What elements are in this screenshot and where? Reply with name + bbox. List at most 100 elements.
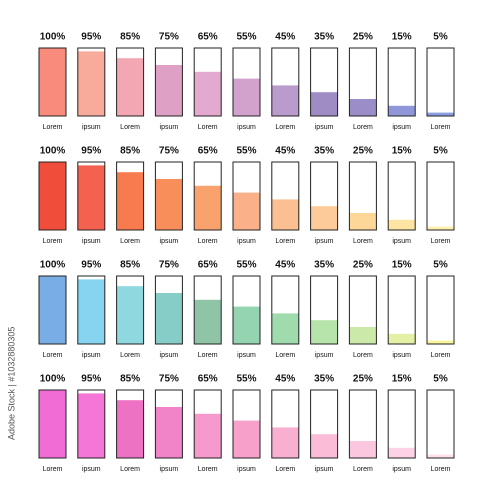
bar	[349, 327, 377, 344]
bar-frame	[154, 389, 183, 459]
bar-frame	[387, 161, 416, 231]
category-label: Lorem	[43, 352, 63, 359]
bar	[388, 105, 416, 116]
value-label: 100%	[40, 260, 66, 271]
value-label: 15%	[392, 146, 412, 157]
bar	[194, 185, 222, 230]
value-label: 55%	[236, 374, 256, 385]
bar	[39, 162, 66, 230]
bar-frame	[387, 275, 416, 345]
bar-frame	[348, 161, 377, 231]
bar	[194, 299, 222, 344]
bar-frame	[77, 275, 106, 345]
bar-frame	[310, 161, 339, 231]
category-label: ipsum	[237, 124, 256, 131]
value-label: 85%	[120, 374, 140, 385]
category-label: Lorem	[120, 238, 140, 245]
bar	[39, 390, 66, 458]
value-label: 65%	[198, 32, 218, 43]
value-label: 95%	[81, 374, 101, 385]
value-label: 5%	[433, 260, 448, 271]
bar	[310, 92, 338, 116]
value-label: 75%	[159, 374, 179, 385]
category-label: Lorem	[431, 352, 451, 359]
category-label: ipsum	[82, 238, 101, 245]
value-label: 55%	[236, 32, 256, 43]
bar	[116, 172, 144, 230]
category-label: Lorem	[43, 124, 63, 131]
category-label: ipsum	[315, 238, 334, 245]
value-label: 100%	[40, 32, 66, 43]
value-label: 100%	[40, 374, 66, 385]
category-label: Lorem	[275, 124, 295, 131]
category-label: ipsum	[160, 466, 179, 473]
category-label: ipsum	[82, 466, 101, 473]
bar-frame	[426, 161, 455, 231]
category-label: Lorem	[353, 124, 373, 131]
value-label: 95%	[81, 32, 101, 43]
value-label: 15%	[392, 32, 412, 43]
bar-frame	[38, 389, 67, 459]
value-label: 5%	[433, 374, 448, 385]
value-label: 55%	[236, 260, 256, 271]
bar	[233, 192, 260, 230]
value-label: 85%	[120, 32, 140, 43]
bar-frame	[38, 161, 67, 231]
value-label: 85%	[120, 260, 140, 271]
value-label: 25%	[353, 260, 373, 271]
value-label: 75%	[159, 32, 179, 43]
bar	[349, 441, 377, 458]
category-label: ipsum	[392, 466, 411, 473]
category-label: Lorem	[43, 238, 63, 245]
bar	[427, 112, 454, 116]
category-label: Lorem	[275, 352, 295, 359]
value-label: 35%	[314, 32, 334, 43]
bar	[427, 454, 454, 458]
category-label: ipsum	[392, 238, 411, 245]
bar-frame	[154, 161, 183, 231]
bar-frame	[193, 47, 222, 117]
bar	[310, 320, 338, 344]
bar	[194, 413, 222, 458]
category-label: Lorem	[353, 466, 373, 473]
category-label: Lorem	[198, 352, 218, 359]
category-label: Lorem	[353, 238, 373, 245]
category-label: Lorem	[431, 238, 451, 245]
category-label: Lorem	[198, 124, 218, 131]
category-label: ipsum	[82, 352, 101, 359]
bar	[271, 313, 299, 344]
category-label: ipsum	[392, 352, 411, 359]
bar	[271, 427, 299, 458]
bar-frame	[38, 47, 67, 117]
bar-frame	[193, 161, 222, 231]
bar	[39, 48, 66, 116]
bar	[349, 213, 377, 230]
bar-frame	[116, 161, 145, 231]
value-label: 55%	[236, 146, 256, 157]
bar	[77, 393, 105, 458]
category-label: Lorem	[275, 466, 295, 473]
value-label: 45%	[275, 260, 295, 271]
value-label: 5%	[433, 32, 448, 43]
value-label: 85%	[120, 146, 140, 157]
bar-frame	[348, 389, 377, 459]
bar-frame	[232, 47, 261, 117]
value-label: 100%	[40, 146, 66, 157]
bar-frame	[232, 161, 261, 231]
category-label: ipsum	[160, 352, 179, 359]
value-label: 15%	[392, 374, 412, 385]
category-label: ipsum	[315, 124, 334, 131]
bar-frame	[426, 47, 455, 117]
category-label: Lorem	[120, 466, 140, 473]
value-label: 65%	[198, 260, 218, 271]
watermark: Adobe Stock | #1032880305	[6, 327, 16, 440]
bar	[77, 279, 105, 344]
category-label: ipsum	[82, 124, 101, 131]
value-label: 65%	[198, 146, 218, 157]
value-label: 35%	[314, 260, 334, 271]
bar-frame	[271, 47, 300, 117]
category-label: Lorem	[120, 124, 140, 131]
bar-frame	[387, 47, 416, 117]
bar	[427, 340, 454, 344]
